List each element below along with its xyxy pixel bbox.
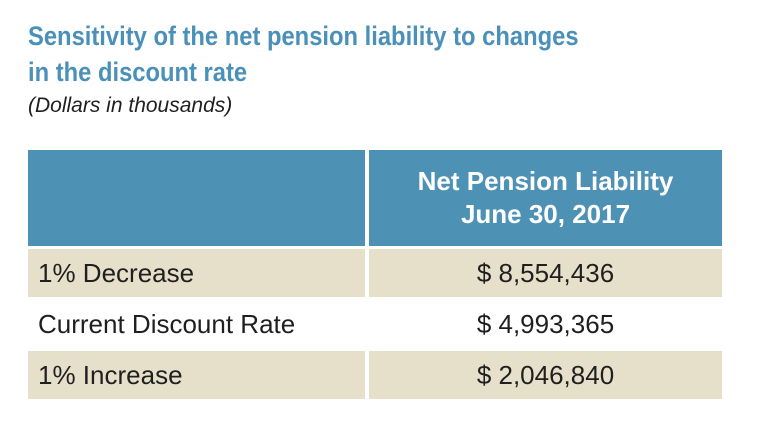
header-line1: Net Pension Liability [417,166,674,196]
page-title-line2: in the discount rate [28,57,248,87]
header-line2: June 30, 2017 [460,199,631,229]
row-value-1pct-decrease: $ 8,554,436 [369,249,722,297]
row-label-1pct-decrease: 1% Decrease [28,249,365,297]
sensitivity-table: Net Pension Liability June 30, 2017 1% D… [28,150,722,399]
page-title-line1: Sensitivity of the net pension liability… [28,21,579,51]
page-title: Sensitivity of the net pension liability… [28,18,579,90]
subtitle-dollars-in-thousands: (Dollars in thousands) [28,94,233,117]
row-label-1pct-increase: 1% Increase [28,351,365,399]
row-label-current-discount-rate: Current Discount Rate [28,300,365,348]
row-value-1pct-increase: $ 2,046,840 [369,351,722,399]
header-net-pension-liability: Net Pension Liability June 30, 2017 [369,150,722,246]
row-value-current-discount-rate: $ 4,993,365 [369,300,722,348]
header-empty-cell [28,150,365,246]
